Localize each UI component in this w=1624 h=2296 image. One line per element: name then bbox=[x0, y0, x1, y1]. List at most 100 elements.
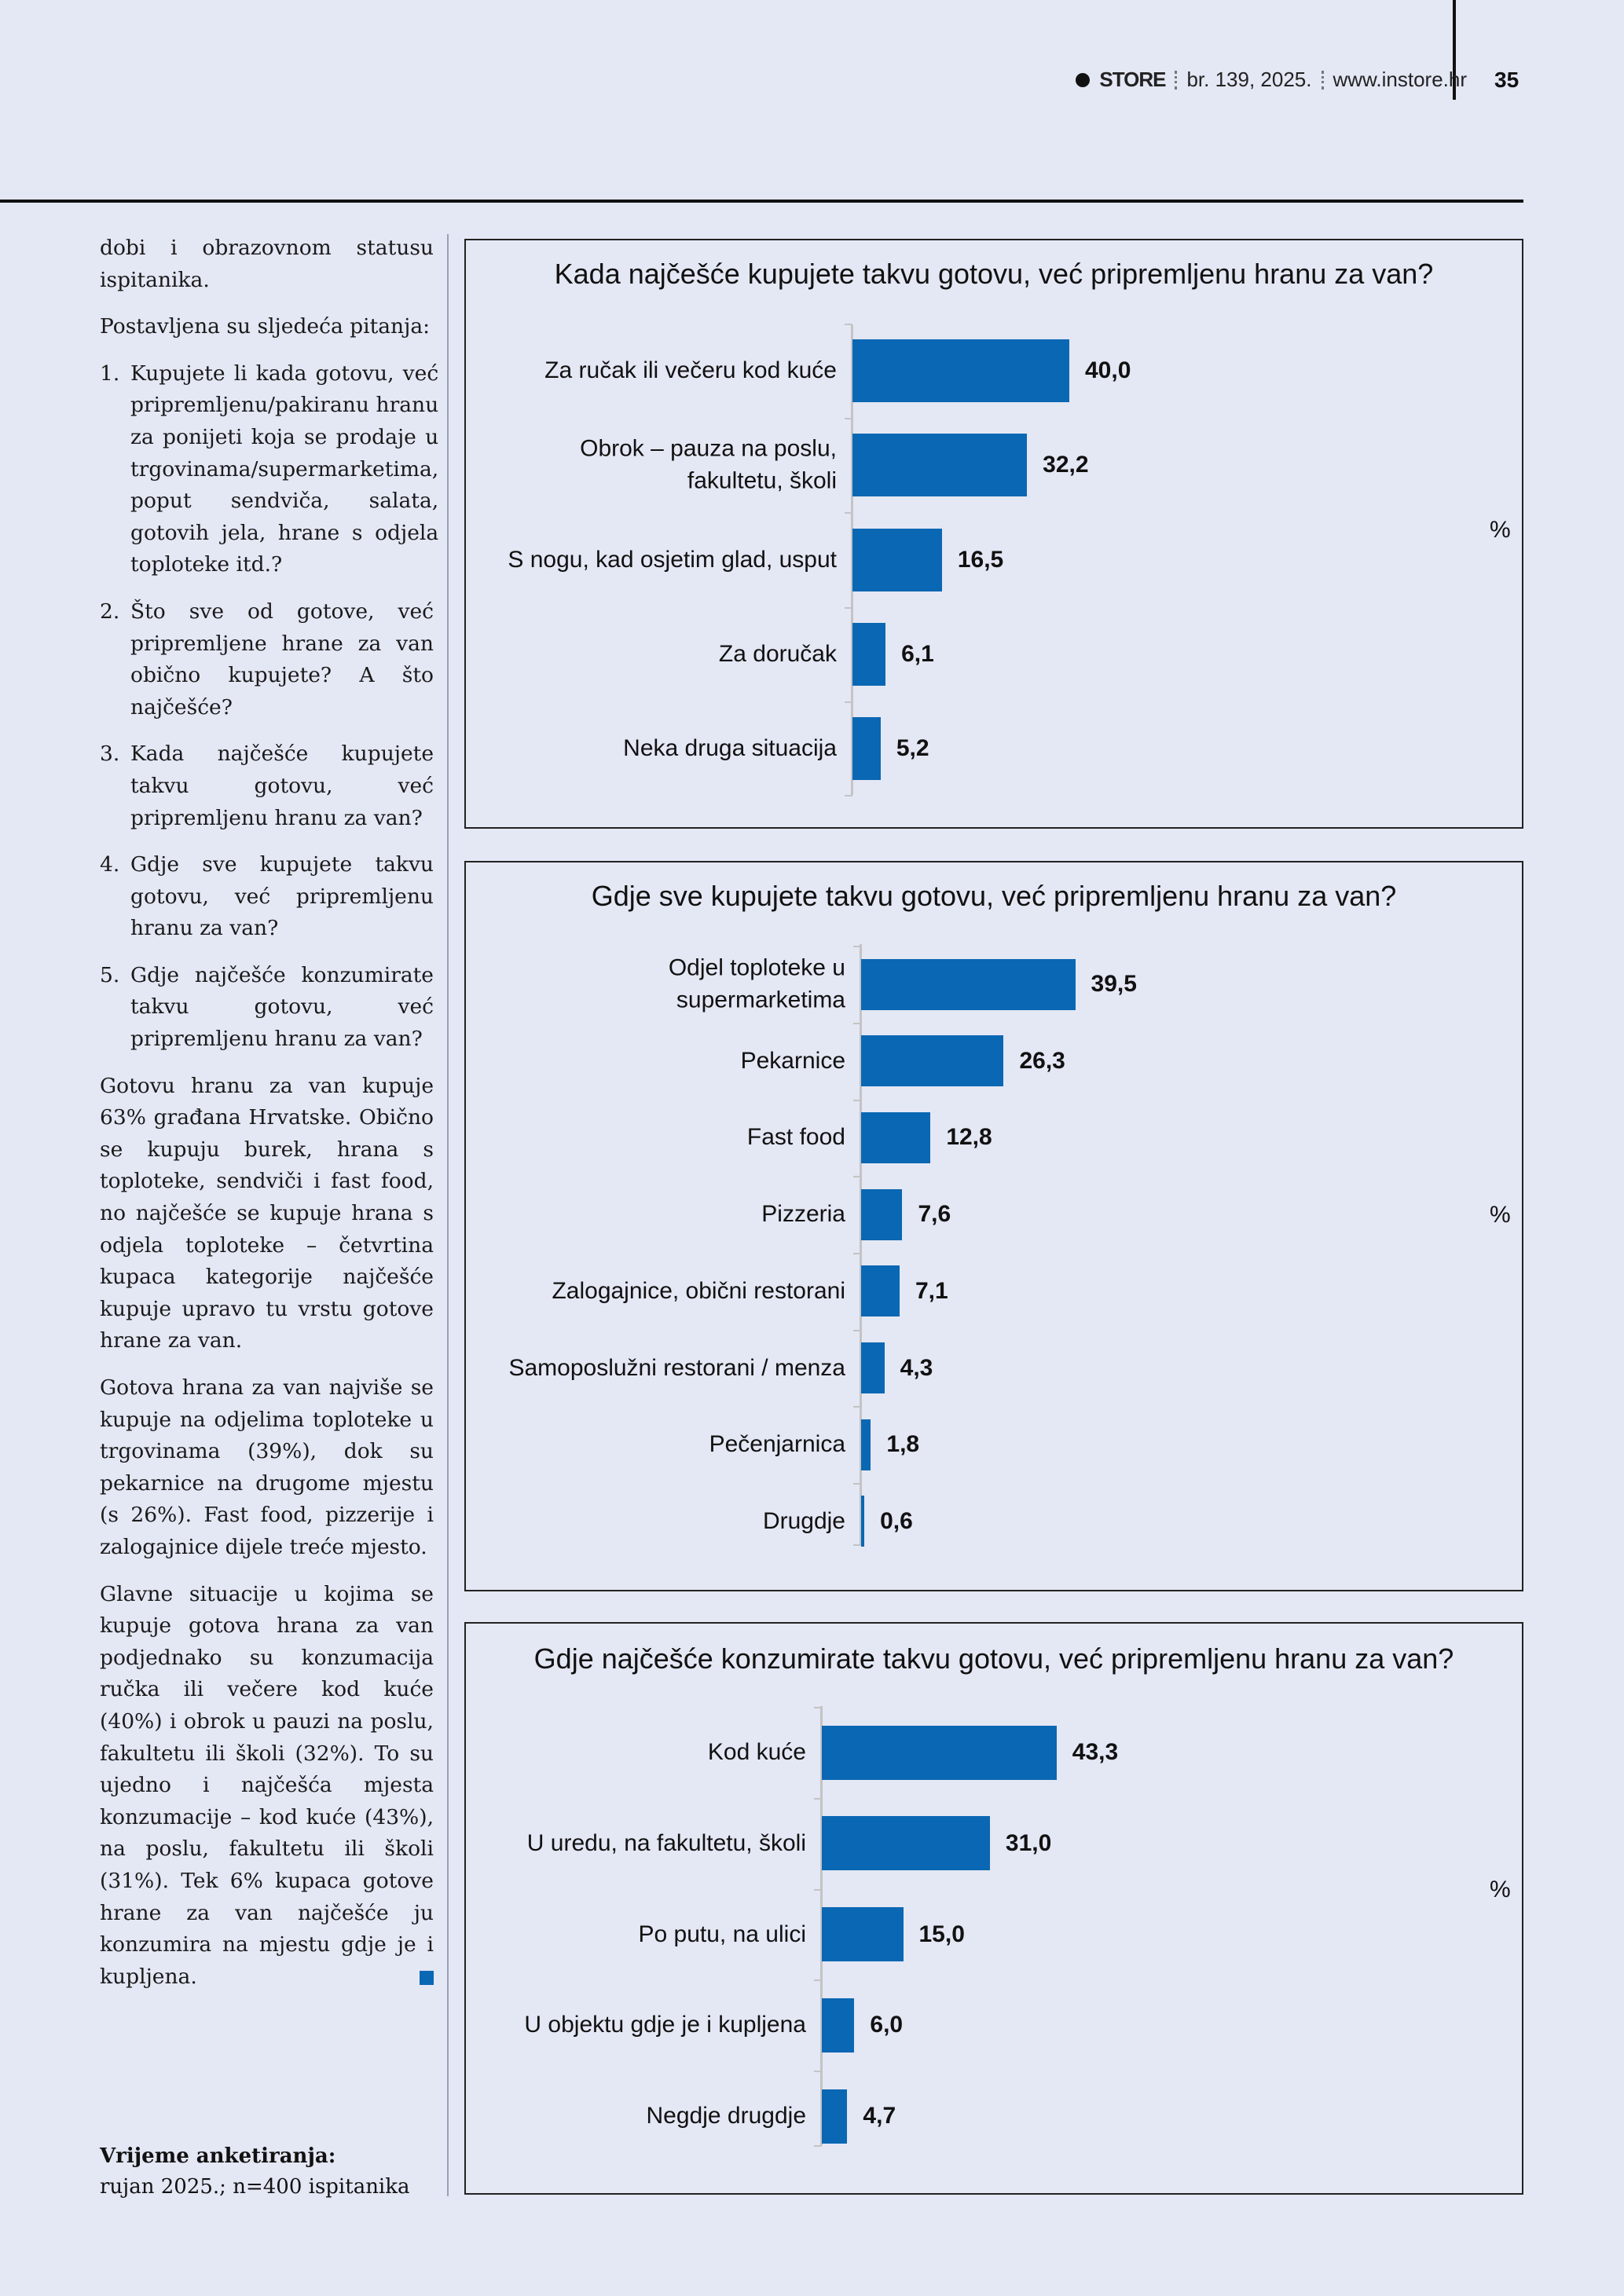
category-label: Neka druga situacija bbox=[623, 734, 837, 761]
chart-box bbox=[464, 861, 1523, 1591]
bar bbox=[861, 1265, 900, 1317]
logo-icon bbox=[1076, 72, 1091, 87]
axis-tick bbox=[853, 1406, 861, 1408]
category-label: Zalogajnice, obični restorani bbox=[552, 1277, 845, 1304]
axis-tick bbox=[845, 606, 852, 609]
value-label: 6,1 bbox=[901, 640, 934, 667]
chart-title: Gdje najčešće konzumirate takvu gotovu, … bbox=[533, 1642, 1454, 1675]
value-label: 5,2 bbox=[896, 735, 929, 761]
value-label: 12,8 bbox=[946, 1124, 992, 1151]
header: STORE br. 139, 2025. www.instore.hr bbox=[1076, 68, 1467, 92]
bar bbox=[861, 1496, 865, 1547]
value-label: 1,8 bbox=[886, 1431, 920, 1458]
axis-tick bbox=[814, 1888, 822, 1891]
bar bbox=[822, 1725, 1057, 1780]
question-item: 4. Gdje sve kupujete takvu gotovu, već pr… bbox=[100, 849, 434, 945]
bar bbox=[861, 1035, 1004, 1087]
question-item: 5. Gdje najčešće konzumirate takvu gotovu… bbox=[100, 960, 434, 1056]
value-label: 15,0 bbox=[918, 1921, 965, 1947]
question-item: 3. Kada najčešće kupujete takvu gotovu, v… bbox=[100, 738, 434, 834]
value-label: 39,5 bbox=[1091, 971, 1137, 997]
bar bbox=[822, 1998, 855, 2052]
value-label: 31,0 bbox=[1005, 1829, 1052, 1856]
category-label: Pekarnice bbox=[740, 1047, 845, 1074]
chart-title: Gdje sve kupujete takvu gotovu, već prip… bbox=[591, 880, 1397, 912]
footnote: Vrijeme anketiranja: rujan 2025.; n=400 … bbox=[100, 2141, 410, 2203]
bar bbox=[861, 1188, 903, 1240]
website[interactable]: www.instore.hr bbox=[1333, 68, 1468, 91]
axis-tick bbox=[853, 946, 861, 948]
bar bbox=[852, 717, 881, 780]
column-rule bbox=[447, 234, 449, 2196]
axis-tick bbox=[845, 701, 852, 703]
top-rule bbox=[0, 200, 1523, 203]
axis-tick bbox=[853, 1483, 861, 1485]
separator bbox=[1175, 70, 1178, 90]
bar bbox=[861, 1342, 885, 1393]
end-mark bbox=[420, 1970, 434, 1985]
unit-label: % bbox=[1490, 1877, 1511, 1902]
article-text: dobi i obrazovnom statusu ispitanika. Pos… bbox=[100, 233, 438, 2008]
category-label: S nogu, kad osjetim glad, usput bbox=[508, 546, 837, 573]
page-number: 35 bbox=[1494, 68, 1520, 92]
chart-box bbox=[464, 1622, 1523, 2195]
question-text: Što sve od gotove, već pripremljene hran… bbox=[130, 599, 434, 720]
category-label: U uredu, na fakultetu, školi bbox=[526, 1829, 806, 1856]
category-label: Za doručak bbox=[718, 640, 837, 667]
axis-tick bbox=[814, 1979, 822, 1982]
value-label: 32,2 bbox=[1043, 452, 1089, 478]
chart-box bbox=[464, 239, 1523, 829]
category-label: Odjel toploteke u supermarketima bbox=[668, 954, 845, 1013]
paragraph: Glavne situacije u kojima se kupuje goto… bbox=[100, 1581, 434, 1989]
value-label: 6,0 bbox=[870, 2012, 904, 2038]
axis-tick bbox=[853, 1022, 861, 1024]
question-item: 2. Što sve od gotove, već pripremljene hr… bbox=[100, 596, 434, 723]
axis-tick bbox=[853, 1329, 861, 1331]
bar bbox=[852, 434, 1028, 497]
value-label: 4,7 bbox=[863, 2103, 896, 2129]
paragraph: Gotova hrana za van najviše se kupuje na… bbox=[100, 1375, 434, 1559]
value-label: 4,3 bbox=[900, 1354, 933, 1381]
bar bbox=[852, 622, 886, 686]
question-item: 1. Kupujete li kada gotovu, već pripremlj… bbox=[100, 358, 438, 581]
question-number: 2. bbox=[100, 599, 120, 624]
category-label: Samoposlužni restorani / menza bbox=[508, 1354, 845, 1381]
issue: br. 139, 2025. bbox=[1186, 68, 1312, 91]
value-label: 26,3 bbox=[1019, 1047, 1065, 1074]
question-text: Gdje najčešće konzumirate takvu gotovu, … bbox=[130, 962, 434, 1052]
bar bbox=[822, 2089, 848, 2144]
question-text: Gdje sve kupujete takvu gotovu, već prip… bbox=[130, 852, 434, 941]
axis-line bbox=[860, 944, 862, 1544]
bar bbox=[861, 1111, 931, 1163]
bar bbox=[861, 958, 1076, 1010]
axis-tick bbox=[853, 1544, 861, 1546]
axis-tick bbox=[853, 1099, 861, 1101]
category-label: Fast food bbox=[746, 1124, 845, 1151]
value-label: 43,3 bbox=[1072, 1739, 1119, 1765]
axis-tick bbox=[845, 323, 852, 325]
axis-tick bbox=[814, 2145, 822, 2147]
axis-tick bbox=[814, 1707, 822, 1709]
question-number: 5. bbox=[100, 962, 120, 987]
paragraph: Postavljena su sljedeća pitanja: bbox=[100, 314, 431, 339]
category-label: Pizzeria bbox=[761, 1200, 845, 1227]
footnote-text: rujan 2025.; n=400 ispitanika bbox=[100, 2175, 410, 2199]
value-label: 7,6 bbox=[918, 1201, 951, 1228]
axis-line bbox=[820, 1706, 823, 2145]
chart-title: Kada najčešće kupujete takvu gotovu, već… bbox=[554, 258, 1434, 290]
paragraph: dobi i obrazovnom statusu ispitanika. bbox=[100, 236, 434, 292]
paragraph: Gotovu hranu za van kupuje 63% građana H… bbox=[100, 1073, 434, 1353]
axis-tick bbox=[853, 1252, 861, 1254]
question-text: Kada najčešće kupujete takvu gotovu, već… bbox=[130, 742, 434, 830]
category-label: U objektu gdje je i kupljena bbox=[524, 2012, 806, 2038]
category-label: Pečenjarnica bbox=[709, 1430, 845, 1457]
category-label: Negdje drugdje bbox=[646, 2102, 806, 2129]
bar bbox=[822, 1907, 904, 1961]
category-label: Drugdje bbox=[762, 1507, 845, 1534]
question-text: Kupujete li kada gotovu, već pripremljen… bbox=[130, 361, 439, 577]
bar bbox=[852, 528, 942, 591]
bar bbox=[822, 1816, 990, 1871]
unit-label: % bbox=[1490, 1202, 1511, 1228]
axis-tick bbox=[845, 418, 852, 420]
